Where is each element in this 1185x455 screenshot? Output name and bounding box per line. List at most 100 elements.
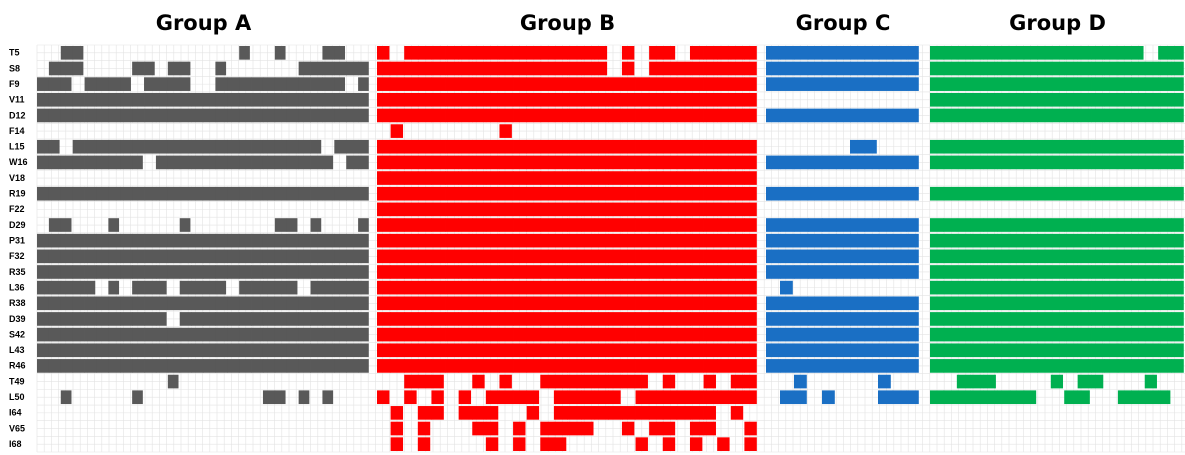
heatmap-cell <box>730 233 745 248</box>
heatmap-cell <box>540 155 555 170</box>
heatmap-cell <box>472 296 487 311</box>
heatmap-cell <box>513 92 528 107</box>
heatmap-cell <box>1144 186 1159 201</box>
heatmap-cell <box>1050 374 1064 389</box>
heatmap-cell <box>390 249 405 264</box>
heatmap-cell <box>744 296 757 311</box>
heatmap-cell <box>864 46 879 60</box>
heatmap-cell <box>404 327 419 342</box>
heatmap-cell <box>310 77 323 91</box>
heatmap-cell <box>215 312 228 326</box>
heatmap-cell <box>310 108 323 123</box>
heatmap-cell <box>485 233 500 248</box>
heatmap-cell <box>84 233 97 248</box>
heatmap-cell <box>553 406 568 420</box>
heatmap-cell <box>689 155 704 170</box>
heatmap-cell <box>346 186 359 201</box>
heatmap-cell <box>649 218 664 232</box>
heatmap-cell <box>943 92 958 107</box>
heatmap-cell <box>567 139 582 154</box>
row-labels: T5S8F9V11D12F14L15W16V18R19F22D29P31F32R… <box>9 48 28 449</box>
heatmap-cell <box>274 390 286 405</box>
heatmap-cell <box>836 312 851 326</box>
row-label: R38 <box>9 298 26 308</box>
heatmap-cell <box>298 312 311 326</box>
heatmap-cell <box>766 327 781 342</box>
heatmap-cell <box>836 218 851 232</box>
heatmap-cell <box>239 280 252 295</box>
heatmap-cell <box>1104 61 1119 76</box>
heatmap-cell <box>404 171 419 185</box>
heatmap-cell <box>262 280 276 295</box>
heatmap-cell <box>635 139 650 154</box>
heatmap-cell <box>689 327 704 342</box>
heatmap-cell <box>943 186 958 201</box>
heatmap-cell <box>878 359 893 373</box>
heatmap-cell <box>594 249 609 264</box>
heatmap-cell <box>485 108 500 123</box>
heatmap-cell <box>983 186 998 201</box>
heatmap-cell <box>567 186 582 201</box>
heatmap-cell <box>1131 359 1146 373</box>
heatmap-cell <box>485 77 500 91</box>
heatmap-cell <box>567 280 582 295</box>
heatmap-cell <box>822 327 837 342</box>
heatmap-cell <box>808 265 823 279</box>
heatmap-cell <box>1010 390 1025 405</box>
heatmap-cell <box>167 92 181 107</box>
heatmap-cell <box>48 265 62 279</box>
heatmap-cell <box>892 155 907 170</box>
heatmap-cell <box>1010 92 1025 107</box>
heatmap-cell <box>1144 280 1159 295</box>
heatmap-cell <box>649 343 664 358</box>
heatmap-cell <box>878 343 893 358</box>
heatmap-cell <box>970 92 985 107</box>
heatmap-cell <box>1117 108 1132 123</box>
row-label: L50 <box>9 392 25 402</box>
heatmap-cell <box>251 139 264 154</box>
heatmap-cell <box>1131 390 1146 405</box>
heatmap-cell <box>445 218 460 232</box>
heatmap-cell <box>997 155 1011 170</box>
heatmap-cell <box>1037 280 1052 295</box>
heatmap-cell <box>96 139 109 154</box>
heatmap-cell <box>594 61 608 76</box>
heatmap-cell <box>703 421 716 436</box>
heatmap-cell <box>472 374 485 389</box>
heatmap-cell <box>808 77 823 91</box>
heatmap-cell <box>703 218 718 232</box>
heatmap-cell <box>513 61 528 76</box>
heatmap-cell <box>717 249 732 264</box>
heatmap-cell <box>485 327 500 342</box>
heatmap-cell <box>472 249 487 264</box>
heatmap-cell <box>717 312 732 326</box>
heatmap-cell <box>431 406 444 420</box>
heatmap-cell <box>404 92 419 107</box>
heatmap-cell <box>526 92 541 107</box>
heatmap-cell <box>431 139 446 154</box>
heatmap-cell <box>1037 92 1052 107</box>
heatmap-cell <box>390 92 405 107</box>
heatmap-cell <box>744 327 757 342</box>
heatmap-cell <box>930 312 944 326</box>
heatmap-cell <box>108 139 121 154</box>
heatmap-cell <box>540 186 555 201</box>
heatmap-cell <box>970 233 985 248</box>
heatmap-cell <box>1010 46 1025 60</box>
heatmap-cell <box>120 359 133 373</box>
heatmap-cell <box>836 327 851 342</box>
heatmap-cell <box>431 296 446 311</box>
heatmap-cell <box>766 186 781 201</box>
heatmap-cell <box>662 249 677 264</box>
heatmap-cell <box>431 265 446 279</box>
heatmap-cell <box>608 296 623 311</box>
heatmap-cell <box>239 186 252 201</box>
heatmap-cell <box>1064 233 1079 248</box>
heatmap-cell <box>239 139 252 154</box>
heatmap-cell <box>878 77 893 91</box>
heatmap-cell <box>458 265 473 279</box>
heatmap-cell <box>878 233 893 248</box>
heatmap-cell <box>906 343 919 358</box>
heatmap-cell <box>594 171 609 185</box>
heatmap-cell <box>1091 108 1105 123</box>
